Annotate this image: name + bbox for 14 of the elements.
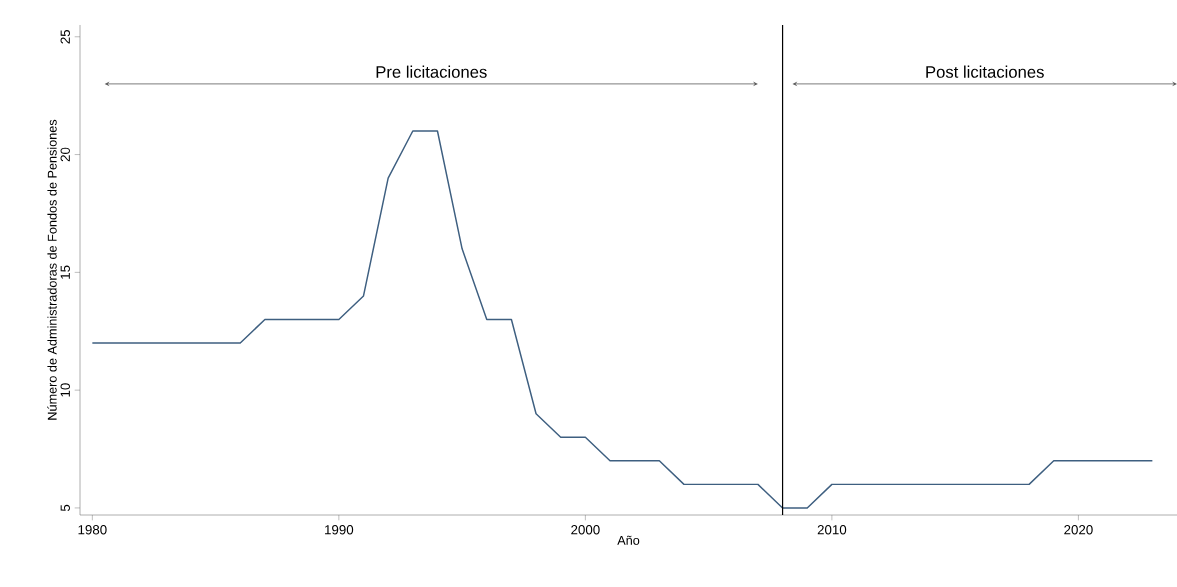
y-tick-label: 5 — [60, 504, 70, 512]
x-tick-label: 2000 — [571, 525, 600, 535]
y-tick-label: 15 — [60, 265, 70, 279]
y-tick-label: 20 — [60, 147, 70, 162]
y-axis-title: Número de Administradoras de Fondos de Pensiones — [47, 119, 57, 420]
x-tick-label: 2020 — [1064, 525, 1093, 535]
x-axis-title: Año — [617, 535, 640, 545]
x-tick-label: 1990 — [325, 525, 354, 535]
y-tick-label: 10 — [60, 383, 70, 397]
annotation: Post licitaciones — [926, 65, 1044, 78]
x-tick-label: 1980 — [78, 525, 107, 535]
annotation: Pre licitaciones — [376, 65, 487, 78]
y-tick-label: 25 — [60, 29, 70, 44]
x-tick-label: 2010 — [817, 525, 847, 535]
